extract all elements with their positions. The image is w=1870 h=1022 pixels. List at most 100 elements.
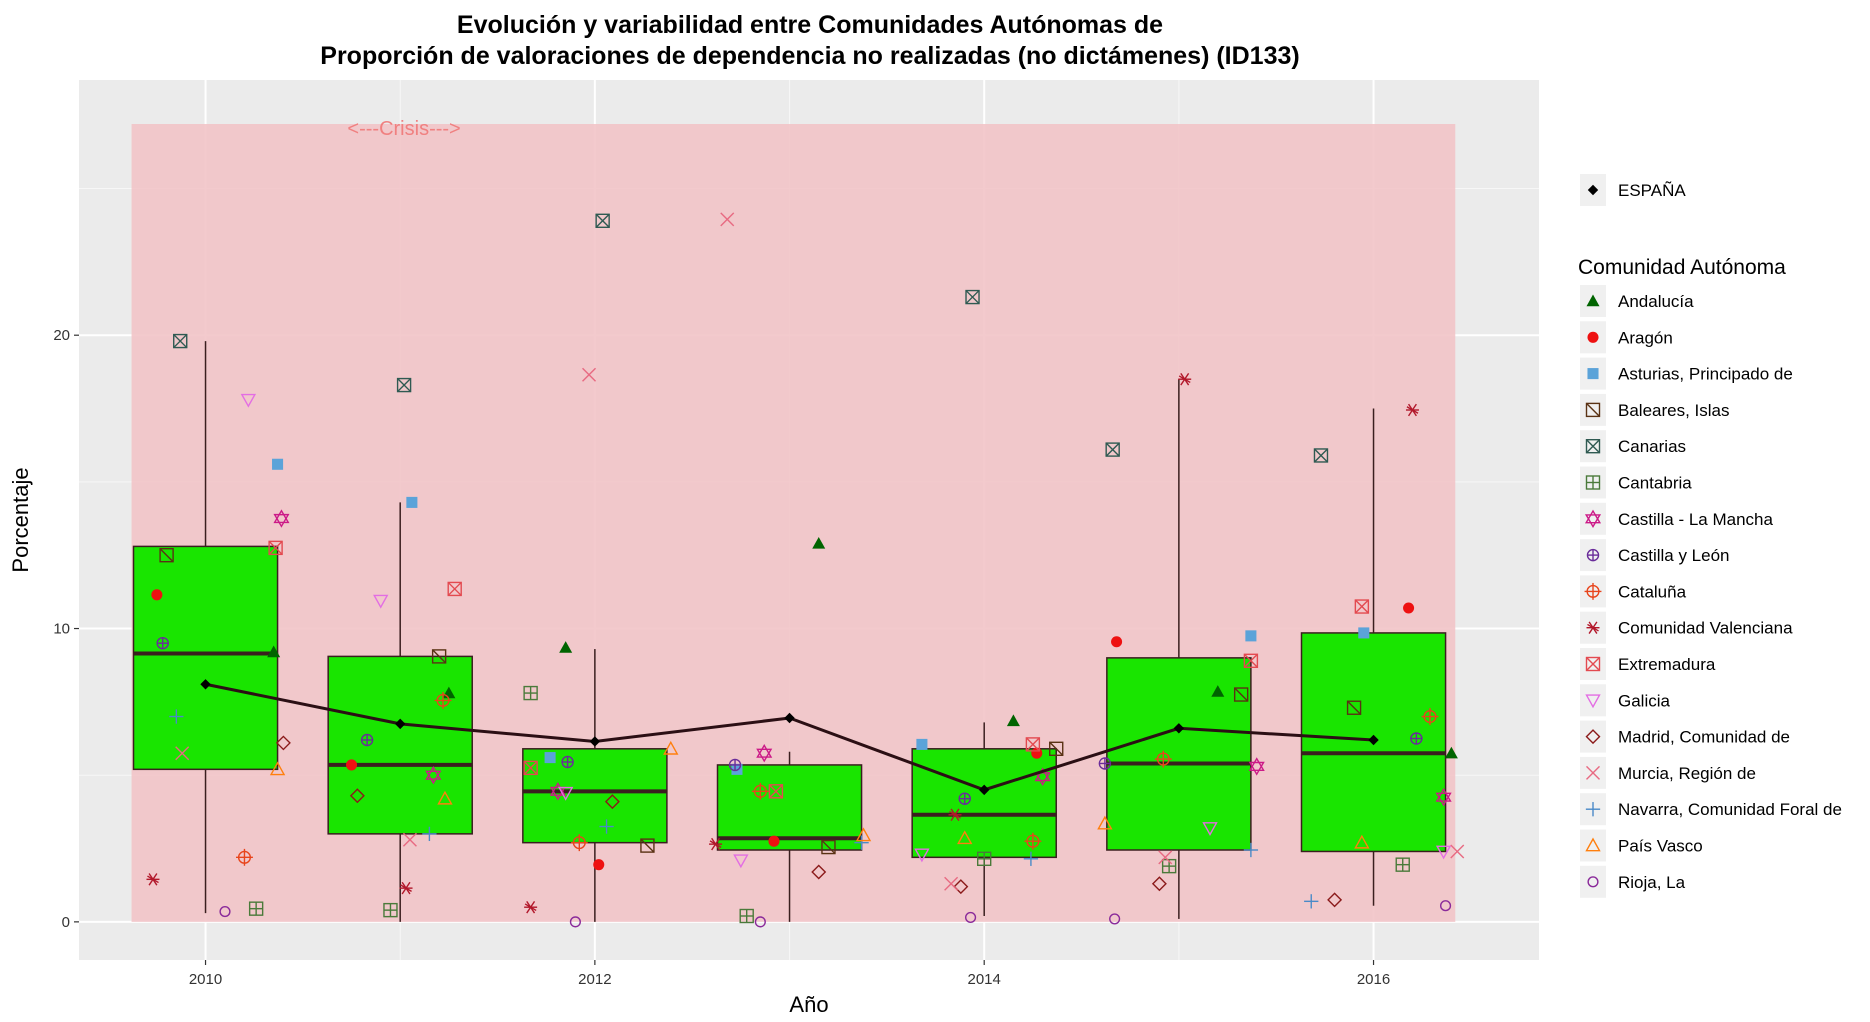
chart-title-line2: Proporción de valoraciones de dependenci… (320, 42, 1299, 70)
data-point (169, 709, 184, 724)
series-1 (151, 589, 1415, 871)
data-point (1354, 834, 1370, 849)
data-point (156, 636, 169, 650)
x-tick-label: 2010 (189, 971, 222, 988)
data-point (731, 763, 743, 775)
legend-symbol (1586, 621, 1600, 634)
x-tick-label: 2014 (968, 971, 1001, 988)
legend-label: Comunidad Valenciana (1618, 619, 1793, 638)
legend-label: Canarias (1618, 437, 1686, 456)
legend-symbol (1586, 294, 1600, 307)
data-point (977, 851, 992, 866)
legend-item: Aragón (1580, 321, 1673, 354)
series-8 (236, 691, 1439, 866)
data-point (768, 835, 780, 847)
y-tick-label: 0 (62, 914, 70, 931)
series-3 (159, 548, 1362, 855)
legend-symbol (1585, 837, 1601, 852)
data-point (524, 900, 538, 914)
legend-label: Aragón (1618, 328, 1673, 347)
legend-symbol (1585, 402, 1601, 418)
community-points (146, 212, 1465, 928)
data-point (582, 367, 597, 382)
series-2 (272, 458, 1370, 775)
data-point (756, 744, 773, 763)
espana-point (979, 784, 990, 796)
box (716, 764, 863, 851)
boxplot-2013 (716, 751, 863, 922)
data-point (944, 876, 959, 891)
data-point (728, 758, 742, 772)
data-point (821, 839, 836, 855)
data-point (640, 838, 655, 853)
legend-item: Cataluña (1580, 575, 1687, 608)
data-point (964, 911, 977, 924)
box (132, 545, 279, 771)
data-point (855, 827, 872, 842)
data-point (1405, 403, 1419, 417)
x-axis-title: Año (789, 992, 828, 1017)
data-point (275, 735, 291, 751)
espana-point (395, 718, 406, 730)
data-point (346, 759, 358, 771)
data-point (1233, 687, 1249, 702)
data-point (1178, 372, 1192, 386)
data-point (1243, 653, 1259, 668)
data-point (1006, 714, 1020, 727)
data-point (1023, 851, 1039, 866)
legend-item: Andalucía (1580, 285, 1694, 317)
legend-item: Galicia (1580, 684, 1671, 717)
legend-key (1580, 720, 1606, 753)
legend-symbol (1586, 765, 1600, 780)
data-point (739, 908, 754, 924)
legend-item: Asturias, Principado de (1580, 357, 1793, 390)
data-point (559, 641, 573, 653)
legend-label: Andalucía (1618, 292, 1694, 311)
series-16 (219, 900, 1452, 928)
data-point (557, 786, 574, 801)
data-point (268, 540, 283, 556)
data-point (269, 761, 286, 776)
legend-label: Castilla - La Mancha (1618, 510, 1774, 529)
data-point (1151, 876, 1167, 892)
legend-title: Comunidad Autónoma (1578, 256, 1786, 279)
data-point (159, 548, 174, 563)
legend-label: Madrid, Comunidad de (1618, 728, 1790, 747)
legend-item: Comunidad Valenciana (1580, 611, 1793, 644)
data-point (570, 834, 588, 852)
data-point (854, 835, 869, 850)
data-point (349, 788, 365, 804)
legend-label: Galicia (1618, 691, 1671, 710)
data-point (437, 790, 453, 805)
x-tick-label: 2016 (1357, 971, 1390, 988)
data-point (1403, 602, 1415, 614)
data-point (1450, 844, 1465, 859)
series-11 (240, 393, 1452, 869)
legend-label-espana: ESPAÑA (1618, 181, 1686, 200)
data-point (1049, 741, 1064, 756)
legend-symbol (1586, 548, 1600, 562)
data-point (396, 377, 412, 393)
series-9 (146, 372, 1419, 914)
data-point (561, 755, 574, 769)
x-axis-ticks: 2010 2012 2014 2016 (189, 960, 1390, 988)
data-point (958, 792, 971, 805)
legend-label: Murcia, Región de (1618, 764, 1756, 783)
data-point (768, 784, 784, 799)
legend-item: Canarias (1580, 430, 1686, 463)
legend-label: Asturias, Principado de (1618, 365, 1793, 384)
data-point (1421, 708, 1439, 725)
data-point (402, 832, 417, 847)
legend-espana: ESPAÑA (1580, 174, 1686, 206)
data-point (422, 826, 437, 842)
box (327, 655, 473, 835)
y-axis-title: Porcentaje (8, 467, 33, 572)
data-point (812, 536, 826, 549)
legend-item: Madrid, Comunidad de (1580, 720, 1790, 753)
data-point (1435, 845, 1452, 860)
data-point (1098, 757, 1112, 770)
series-0 (267, 536, 1458, 759)
legend-symbol (1584, 582, 1602, 600)
legend-item: Navarra, Comunidad Foral de (1580, 793, 1842, 826)
data-point (406, 496, 418, 508)
